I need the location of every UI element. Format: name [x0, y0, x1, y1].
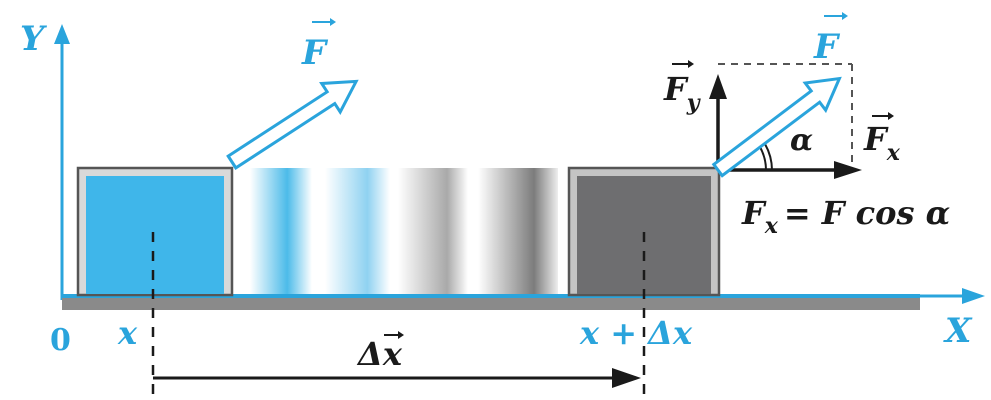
displacement-label: Δx [356, 335, 403, 373]
start-position-label: x [117, 314, 138, 352]
motion-trail [250, 168, 558, 294]
fy-label: Fy [663, 70, 702, 116]
block-initial [76, 166, 234, 297]
force-decomposition [709, 63, 862, 179]
ground [62, 296, 920, 310]
force-left-label: F [301, 33, 329, 73]
origin-label: 0 [50, 323, 71, 358]
displacement-arrowhead [612, 368, 641, 388]
formula: Fx = F cos α [741, 194, 950, 239]
force-right-label: F [813, 27, 841, 67]
y-axis-label: Y [20, 19, 47, 59]
y-axis [54, 24, 70, 300]
angle-label: α [790, 123, 813, 158]
x-axis-label: X [943, 311, 973, 351]
end-position-label: x + Δx [579, 314, 693, 352]
force-arrow-right [711, 76, 842, 178]
force-arrow-left [226, 79, 359, 170]
fx-label: Fx [863, 120, 901, 166]
